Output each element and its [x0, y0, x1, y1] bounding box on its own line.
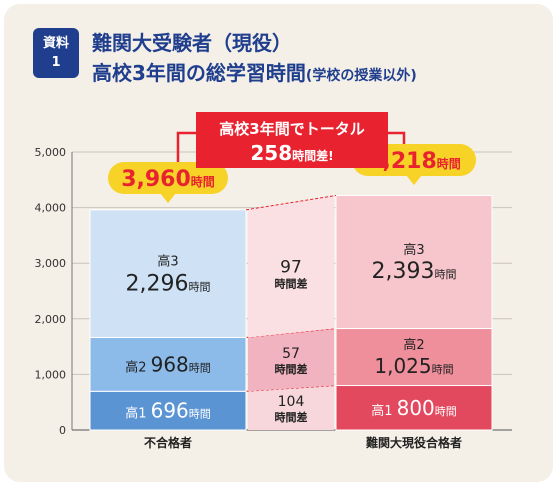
y-tick-label: 1,000	[35, 368, 67, 381]
total-fail-pointer	[160, 193, 176, 203]
x-category-label: 不合格者	[144, 435, 192, 450]
segment-unit: 時間	[189, 408, 211, 421]
total-value: 3,960	[121, 167, 191, 192]
bar-segment-pass-高2	[335, 328, 493, 387]
figure-badge: 資料 1	[33, 28, 79, 78]
x-category-label: 難関大現役合格者	[366, 435, 462, 450]
y-tick-label: 5,000	[35, 146, 67, 159]
y-tick-label: 4,000	[35, 202, 67, 215]
segment-unit: 時間	[188, 281, 210, 294]
segment-value: 696	[151, 399, 189, 423]
bar-segment-pass-高3	[335, 194, 493, 330]
difference-band	[248, 328, 334, 392]
segment-unit: 時間	[434, 268, 456, 281]
total-unit: 時間	[437, 156, 461, 171]
difference-band	[248, 385, 334, 430]
segment-value-label: 2,393時間	[372, 259, 457, 284]
callout-suffix: 時間差!	[292, 148, 333, 163]
segment-value: 2,296	[126, 272, 189, 297]
difference-unit: 時間差	[275, 410, 308, 424]
segment-unit: 時間	[432, 363, 454, 376]
difference-band	[248, 195, 334, 338]
segment-value: 968	[151, 352, 189, 376]
total-fail-label: 3,960時間	[121, 167, 215, 192]
y-tick-label: 0	[59, 424, 66, 437]
segment-unit: 時間	[189, 361, 211, 374]
bar-segment-fail-高1	[89, 390, 247, 431]
callout-value: 258	[250, 141, 292, 165]
y-tick-label: 2,000	[35, 313, 67, 326]
callout-line2: 258時間差!	[250, 141, 333, 165]
segment-series-label: 高3	[157, 254, 178, 270]
badge-label: 資料	[42, 36, 69, 51]
connector-dashed-line	[245, 194, 337, 211]
segment-series-label: 高1	[371, 403, 396, 419]
badge-number: 1	[51, 55, 61, 70]
chart-title-line2: 高校3年間の総学習時間(学校の授業以外)	[92, 57, 417, 86]
segment-value-label: 高2 968時間	[125, 352, 211, 376]
segment-value: 2,393	[372, 259, 435, 284]
callout-box	[196, 112, 388, 168]
segment-series-label: 高2	[403, 337, 424, 353]
chart-title-main: 高校3年間の総学習時間	[92, 61, 306, 85]
segment-series-label: 高2	[125, 359, 150, 375]
bar-segment-fail-高3	[89, 209, 247, 338]
difference-unit: 時間差	[275, 362, 308, 376]
segment-value-label: 高1 800時間	[371, 396, 457, 420]
bar-segment-pass-高1	[335, 385, 493, 431]
total-unit: 時間	[191, 174, 215, 189]
chart-title-line1: 難関大受験者（現役）	[92, 31, 292, 55]
segment-series-label: 高1	[125, 406, 150, 422]
difference-value: 104	[278, 394, 305, 410]
segment-series-label: 高3	[403, 242, 424, 258]
difference-value: 57	[282, 346, 300, 362]
segment-value: 1,025	[374, 354, 431, 378]
total-pass-pointer	[406, 175, 422, 185]
segment-value: 800	[397, 396, 435, 420]
segment-value-label: 高1 696時間	[125, 399, 211, 423]
y-tick-label: 3,000	[35, 257, 67, 270]
segment-unit: 時間	[435, 405, 457, 418]
callout-line1: 高校3年間でトータル	[219, 120, 364, 138]
chart-title-sub: (学校の授業以外)	[305, 68, 417, 84]
difference-unit: 時間差	[275, 276, 308, 290]
segment-value-label: 1,025時間	[374, 354, 453, 378]
segment-value-label: 2,296時間	[126, 272, 211, 297]
total-fail-bubble	[108, 162, 228, 194]
difference-value: 97	[280, 257, 302, 277]
